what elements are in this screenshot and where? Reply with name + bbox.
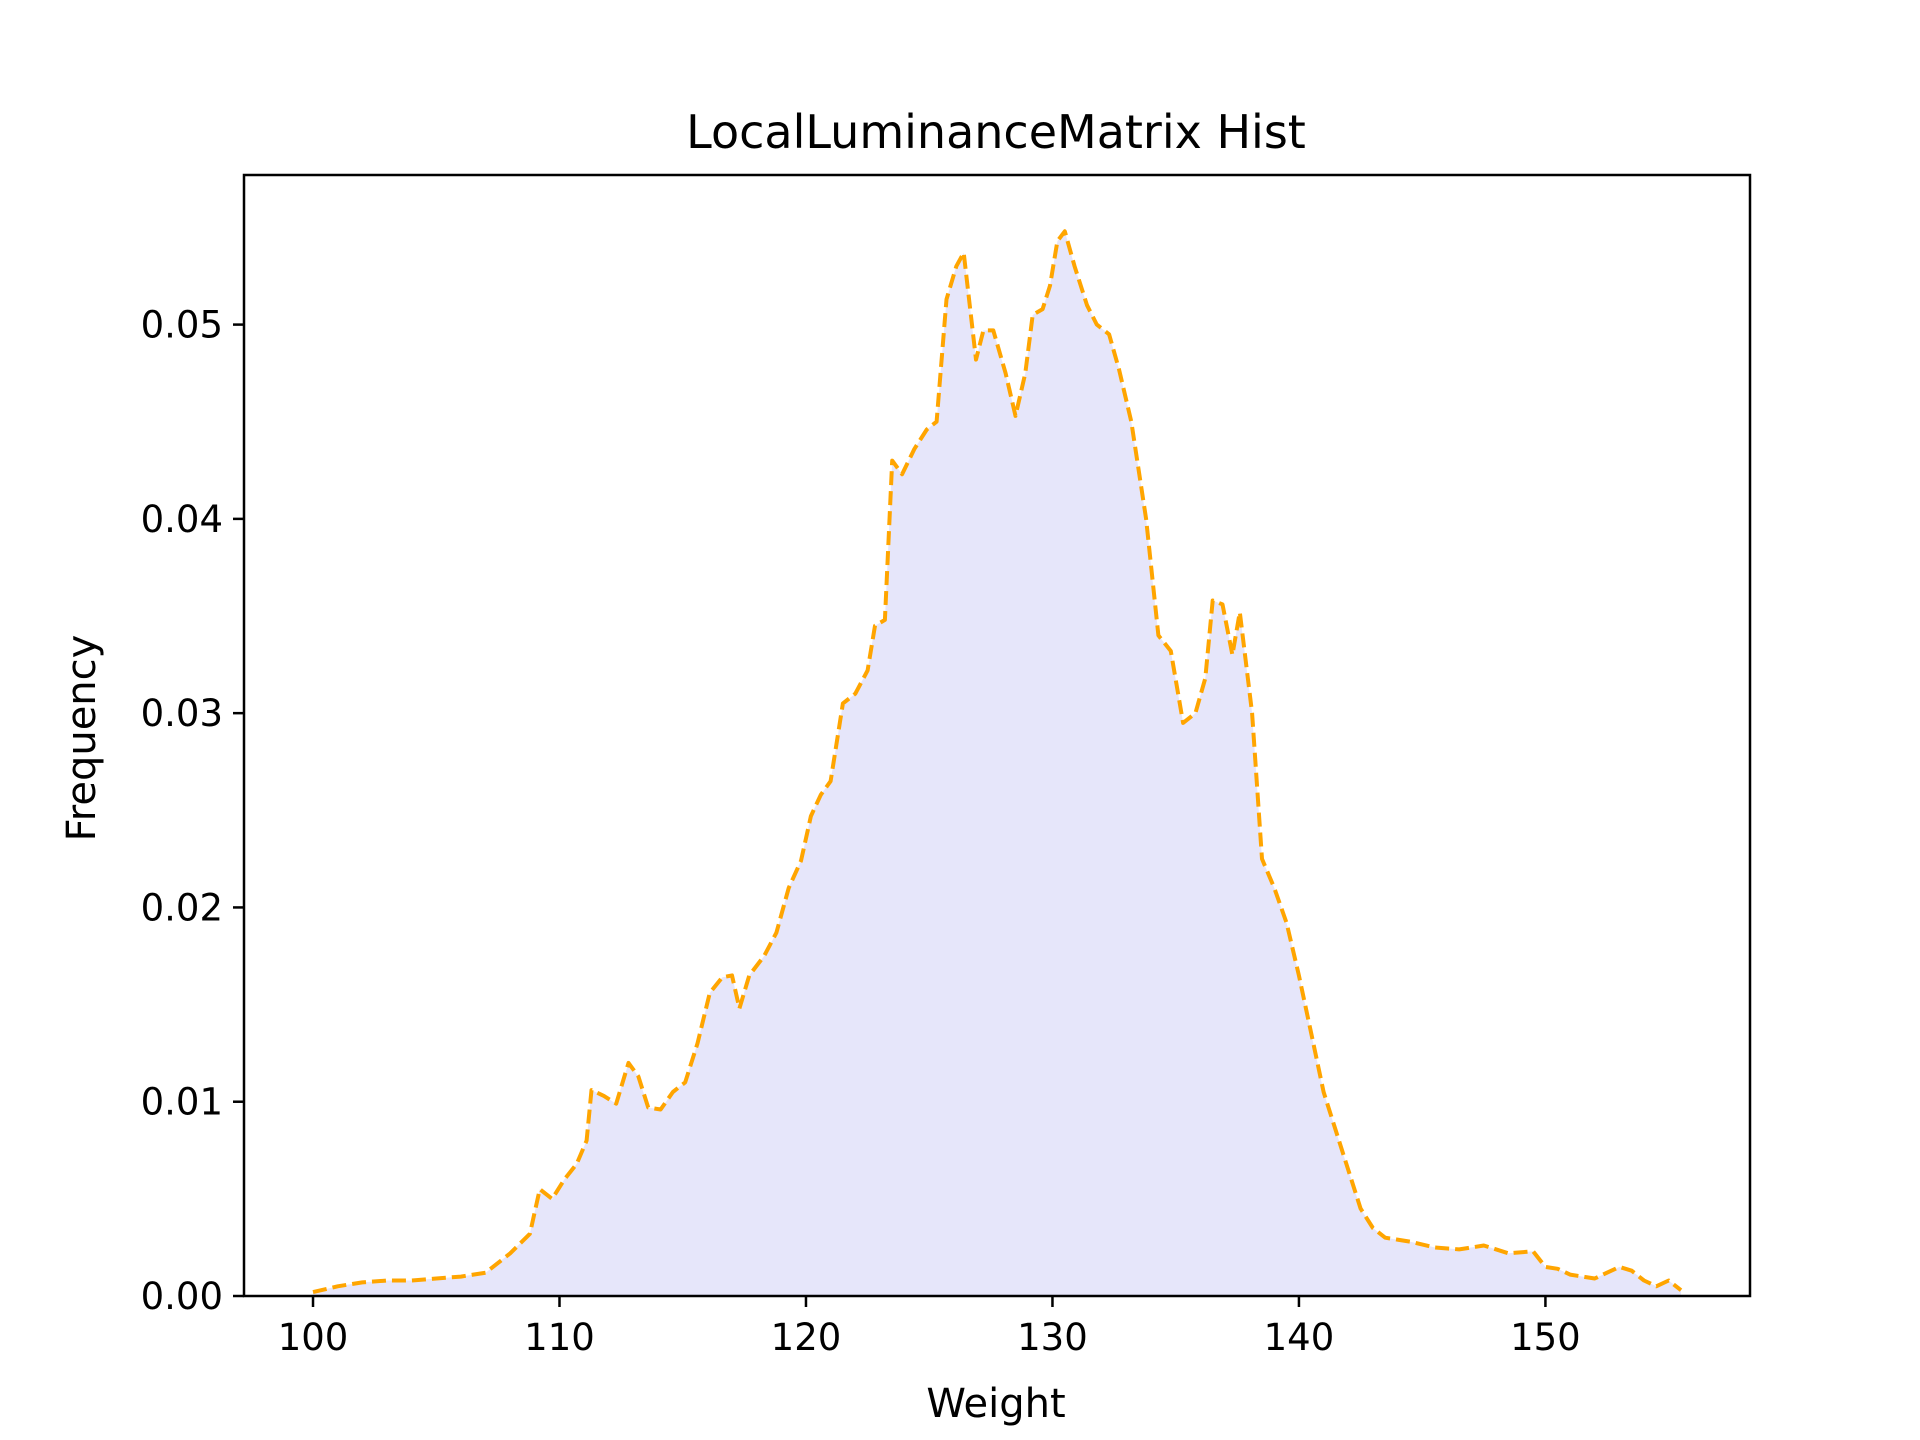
- chart-title: LocalLuminanceMatrix Hist: [686, 105, 1306, 159]
- y-axis: 0.00 0.01 0.02 0.03 0.04 0.05: [141, 304, 244, 1318]
- y-tick-label: 0.00: [141, 1275, 223, 1318]
- x-axis: 100 110 120 130 140 150: [278, 1296, 1581, 1359]
- plot-frame: [242, 173, 1752, 1298]
- y-tick-label: 0.01: [141, 1081, 223, 1124]
- y-axis-label: Frequency: [59, 635, 105, 842]
- y-tick-label: 0.02: [141, 886, 223, 929]
- x-tick-label: 110: [524, 1316, 595, 1359]
- x-tick-label: 100: [278, 1316, 349, 1359]
- x-axis-label: Weight: [926, 1381, 1065, 1427]
- frequency-area-fill: [313, 231, 1681, 1296]
- y-tick-label: 0.04: [141, 498, 223, 541]
- y-tick-label: 0.05: [141, 304, 223, 347]
- y-tick-label: 0.03: [141, 692, 223, 735]
- x-tick-label: 150: [1510, 1316, 1581, 1359]
- x-tick-label: 130: [1017, 1316, 1088, 1359]
- x-tick-label: 120: [771, 1316, 842, 1359]
- x-tick-label: 140: [1264, 1316, 1335, 1359]
- frequency-series-line: [312, 229, 1683, 1295]
